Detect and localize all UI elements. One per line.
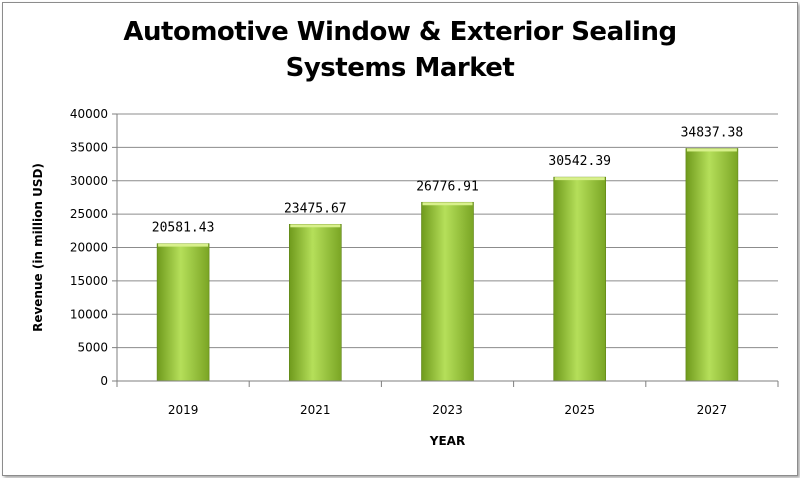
y-tick-label: 35000 <box>70 140 108 154</box>
bar-top-highlight <box>686 148 737 152</box>
x-axis-ticks: 2019 2021 2023 2025 2027 <box>116 381 779 417</box>
bar <box>685 148 739 382</box>
y-tick-label: 15000 <box>70 274 108 288</box>
bar <box>156 243 210 382</box>
bar-top-highlight <box>554 177 605 181</box>
data-label: 30542.39 <box>548 154 611 169</box>
data-labels: 20581.43 23475.67 26776.91 30542.39 34837.38 <box>152 125 743 235</box>
data-label: 23475.67 <box>284 201 347 216</box>
y-tick-label: 25000 <box>70 207 108 221</box>
bar-top-highlight <box>422 202 473 206</box>
x-tick-label: 2023 <box>432 403 463 417</box>
bar <box>421 201 474 382</box>
x-axis-label: YEAR <box>429 434 465 448</box>
chart-title-line-1: Automotive Window & Exterior Sealing <box>123 17 677 47</box>
bar <box>288 223 342 382</box>
bars <box>156 148 739 382</box>
y-axis-ticks: 0 5000 10000 15000 20000 25000 30000 35000 40000 <box>70 107 117 388</box>
x-tick-label: 2025 <box>564 403 595 417</box>
data-label: 26776.91 <box>416 179 479 194</box>
y-tick-label: 0 <box>100 374 108 388</box>
bar-top-highlight <box>290 224 341 228</box>
y-tick-label: 10000 <box>70 307 108 321</box>
y-tick-label: 20000 <box>70 241 108 255</box>
chart-title-line-2: Systems Market <box>285 53 515 83</box>
y-tick-label: 40000 <box>70 107 108 121</box>
chart-title: Automotive Window & Exterior Sealing Sys… <box>100 14 700 86</box>
bar <box>553 176 607 382</box>
data-label: 20581.43 <box>152 221 215 236</box>
data-label: 34837.38 <box>681 125 744 140</box>
bar-top-highlight <box>158 243 209 247</box>
y-tick-label: 30000 <box>70 174 108 188</box>
y-tick-label: 5000 <box>77 341 108 355</box>
y-axis-label: Revenue (in million USD) <box>31 163 45 332</box>
x-tick-label: 2019 <box>168 403 199 417</box>
x-tick-label: 2027 <box>697 403 728 417</box>
x-tick-label: 2021 <box>300 403 331 417</box>
